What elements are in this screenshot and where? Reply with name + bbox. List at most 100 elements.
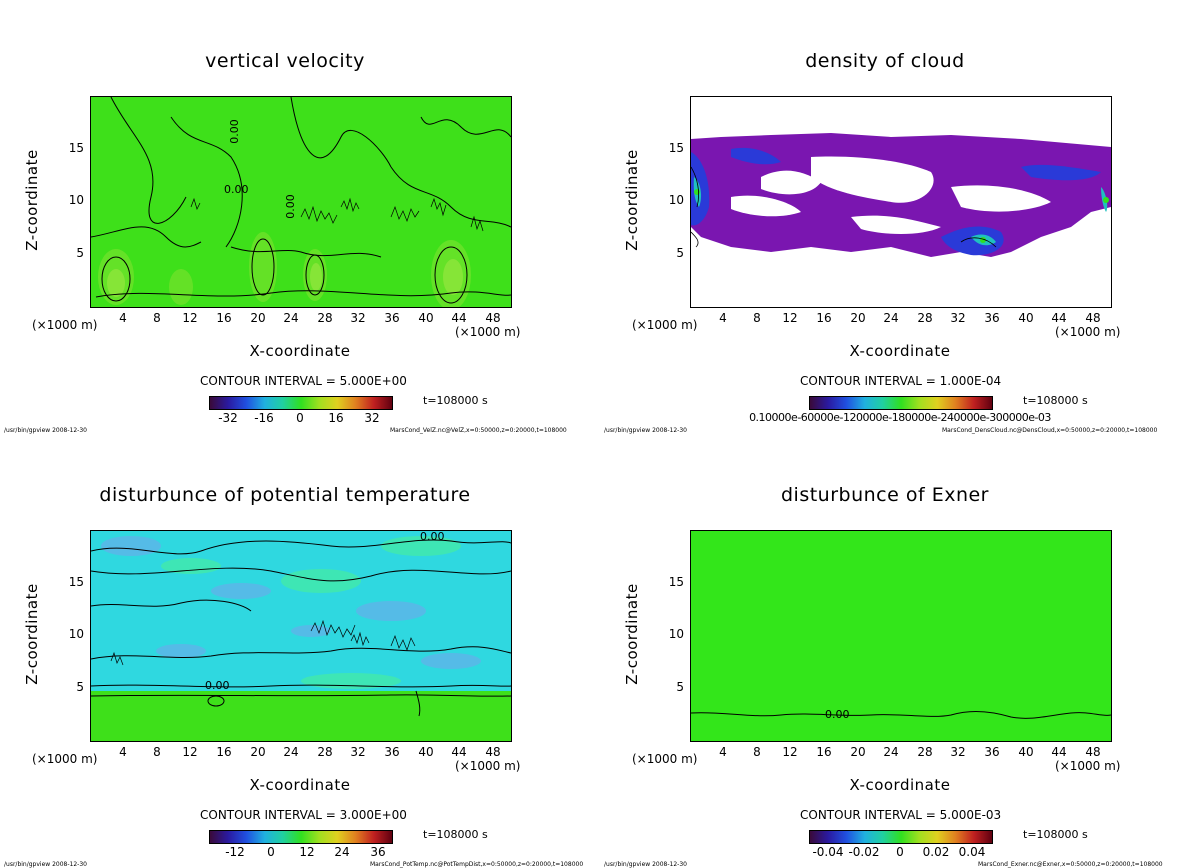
y-tick-label: 15 (668, 575, 684, 589)
y-tick-label: 10 (668, 193, 684, 207)
plot-area (90, 96, 512, 308)
x-tick-label: 32 (950, 745, 966, 759)
x-tick-label: 40 (1018, 745, 1034, 759)
time-label: t=108000 s (1023, 828, 1088, 841)
y-tick-label: 15 (668, 141, 684, 155)
x-unit-label: (×1000 m) (455, 759, 521, 773)
x-unit-label: (×1000 m) (632, 318, 698, 332)
x-tick-label: 28 (317, 311, 333, 325)
x-tick-label: 44 (451, 311, 467, 325)
contour-interval: CONTOUR INTERVAL = 1.000E-04 (800, 374, 1002, 388)
x-tick-label: 4 (719, 311, 727, 325)
contour-label: 0.00 (205, 679, 230, 692)
contour-label: 0.00 (224, 183, 249, 196)
x-tick-label: 8 (153, 311, 161, 325)
time-label: t=108000 s (423, 828, 488, 841)
x-tick-label: 20 (850, 745, 866, 759)
footer-left: /usr/bin/gpview 2008-12-30 (4, 861, 87, 868)
x-tick-label: 44 (1051, 311, 1067, 325)
x-tick-label: 20 (250, 311, 266, 325)
contour-interval: CONTOUR INTERVAL = 3.000E+00 (200, 808, 407, 822)
x-tick-label: 24 (283, 311, 299, 325)
x-axis-label: X-coordinate (849, 776, 951, 794)
colorbar-tick: 0.10000e-60000e-120000e-180000e-240000e-… (749, 411, 1051, 424)
x-axis-label: X-coordinate (249, 342, 351, 360)
x-tick-label: 8 (753, 745, 761, 759)
lower-layer (91, 691, 511, 741)
colorbar-tick: 0 (296, 411, 304, 425)
x-tick-label: 32 (950, 311, 966, 325)
footer-right: MarsCond_DensCloud.nc@DensCloud,x=0:5000… (942, 427, 1158, 434)
colorbar-tick: -0.04 (812, 845, 844, 859)
colorbar-tick: 24 (334, 845, 350, 859)
contour-lines (91, 539, 511, 717)
y-tick-label: 10 (668, 627, 684, 641)
chart-title: disturbunce of potential temperature (99, 484, 471, 506)
y-tick-label: 5 (676, 680, 684, 694)
plot-area (690, 530, 1112, 742)
light-patches (107, 259, 463, 297)
plot-area (90, 530, 512, 742)
x-tick-label: 28 (317, 745, 333, 759)
contour-interval: CONTOUR INTERVAL = 5.000E-03 (800, 808, 1002, 822)
velocity-field (91, 97, 511, 307)
footer-right: MarsCond_Exner.nc@Exner,x=0:50000,z=0:20… (978, 861, 1163, 868)
footer-left: /usr/bin/gpview 2008-12-30 (604, 861, 687, 868)
x-unit-label: (×1000 m) (455, 325, 521, 339)
x-tick-label: 36 (384, 311, 400, 325)
colorbar-tick: -32 (218, 411, 238, 425)
y-tick-label: 5 (76, 246, 84, 260)
x-tick-label: 4 (719, 745, 727, 759)
x-tick-label: 24 (283, 745, 299, 759)
x-unit-label: (×1000 m) (32, 752, 98, 766)
y-axis-label: Z-coordinate (23, 149, 41, 251)
x-tick-label: 48 (485, 745, 501, 759)
footer-right: MarsCond_PotTemp.nc@PotTempDist,x=0:5000… (370, 861, 584, 868)
y-axis-label: Z-coordinate (23, 583, 41, 685)
footer-left: /usr/bin/gpview 2008-12-30 (4, 427, 87, 434)
x-tick-label: 40 (418, 745, 434, 759)
x-unit-label: (×1000 m) (32, 318, 98, 332)
cloud-field (691, 97, 1111, 307)
y-tick-label: 15 (68, 141, 84, 155)
x-tick-label: 48 (485, 311, 501, 325)
chart-title: disturbunce of Exner (780, 484, 989, 506)
colorbar (809, 830, 993, 844)
x-tick-label: 28 (917, 745, 933, 759)
y-tick-label: 10 (68, 193, 84, 207)
pottemp-field (91, 531, 511, 741)
chart-title: density of cloud (805, 50, 965, 72)
x-tick-label: 40 (1018, 311, 1034, 325)
x-tick-label: 20 (250, 745, 266, 759)
contour-interval: CONTOUR INTERVAL = 5.000E+00 (200, 374, 407, 388)
x-tick-label: 16 (816, 311, 832, 325)
x-tick-label: 8 (753, 311, 761, 325)
colorbar (209, 396, 393, 410)
zero-contour (691, 710, 1111, 719)
contour-lines (691, 166, 997, 248)
colorbar-tick: 12 (299, 845, 315, 859)
contour-label: 0.00 (227, 119, 241, 144)
x-tick-label: 8 (153, 745, 161, 759)
cloud-gaps (731, 156, 1051, 234)
x-tick-label: 12 (782, 311, 798, 325)
x-unit-label: (×1000 m) (632, 752, 698, 766)
x-tick-label: 36 (984, 745, 1000, 759)
x-tick-label: 44 (1051, 745, 1067, 759)
colorbar-tick: 32 (364, 411, 380, 425)
colorbar-tick: 0.02 (922, 845, 950, 859)
panel-density-of-cloud: density of cloud Z-coordinate 5 10 15 (600, 0, 1200, 434)
y-tick-label: 5 (76, 680, 84, 694)
exner-field (691, 531, 1111, 741)
contour-label: 0.00 (420, 530, 445, 543)
x-tick-label: 24 (883, 745, 899, 759)
noise-contours (110, 619, 416, 666)
y-tick-label: 15 (68, 575, 84, 589)
x-unit-label: (×1000 m) (1055, 759, 1121, 773)
warm-patches (161, 536, 461, 689)
colorbar-tick: 0 (267, 845, 275, 859)
panel-vertical-velocity: vertical velocity Z-coordinate 5 10 15 (0, 0, 600, 434)
colorbar-tick: 16 (328, 411, 344, 425)
y-tick-label: 10 (68, 627, 84, 641)
x-tick-label: 12 (182, 745, 198, 759)
